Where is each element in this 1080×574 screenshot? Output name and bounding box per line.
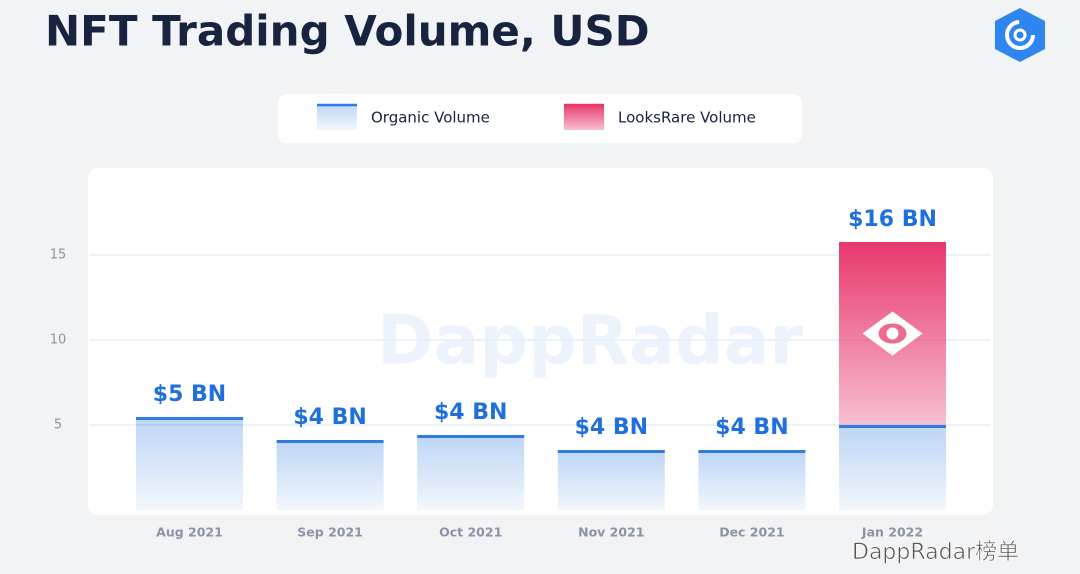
x-tick-label: Dec 2021: [719, 525, 784, 540]
bar-segment: [839, 425, 946, 510]
logo: [995, 8, 1045, 62]
y-tick-label: 5: [54, 418, 62, 433]
x-tick-label: Oct 2021: [439, 525, 502, 540]
x-tick-label: Aug 2021: [156, 525, 223, 540]
chart-title: NFT Trading Volume, USD: [45, 7, 650, 56]
legend-swatch: [317, 104, 357, 130]
total-label: $4 BN: [575, 415, 648, 440]
footer: DappRadar榜单: [852, 540, 1019, 565]
legend-box: [278, 94, 802, 143]
bar-segment: [276, 439, 384, 510]
bar-segment: [557, 449, 665, 510]
legend-swatch: [564, 104, 604, 130]
total-label: $4 BN: [293, 405, 366, 430]
total-label: $16 BN: [848, 207, 937, 232]
x-tick-label: Sep 2021: [297, 525, 363, 540]
total-label: $4 BN: [715, 415, 788, 440]
y-tick-label: 15: [50, 248, 67, 263]
y-tick-label: 10: [50, 333, 67, 348]
eye-icon: [886, 327, 899, 340]
bar-segment: [698, 449, 806, 510]
total-label: $5 BN: [153, 382, 226, 407]
legend-label: Organic Volume: [371, 109, 490, 127]
bar-segment: [417, 435, 525, 510]
bar-segment: [136, 417, 243, 510]
x-tick-label: Jan 2022: [861, 525, 923, 540]
watermark: DappRadar: [377, 302, 803, 381]
total-label: $4 BN: [434, 400, 507, 425]
legend-label: LooksRare Volume: [618, 109, 756, 127]
x-tick-label: Nov 2021: [578, 525, 644, 540]
